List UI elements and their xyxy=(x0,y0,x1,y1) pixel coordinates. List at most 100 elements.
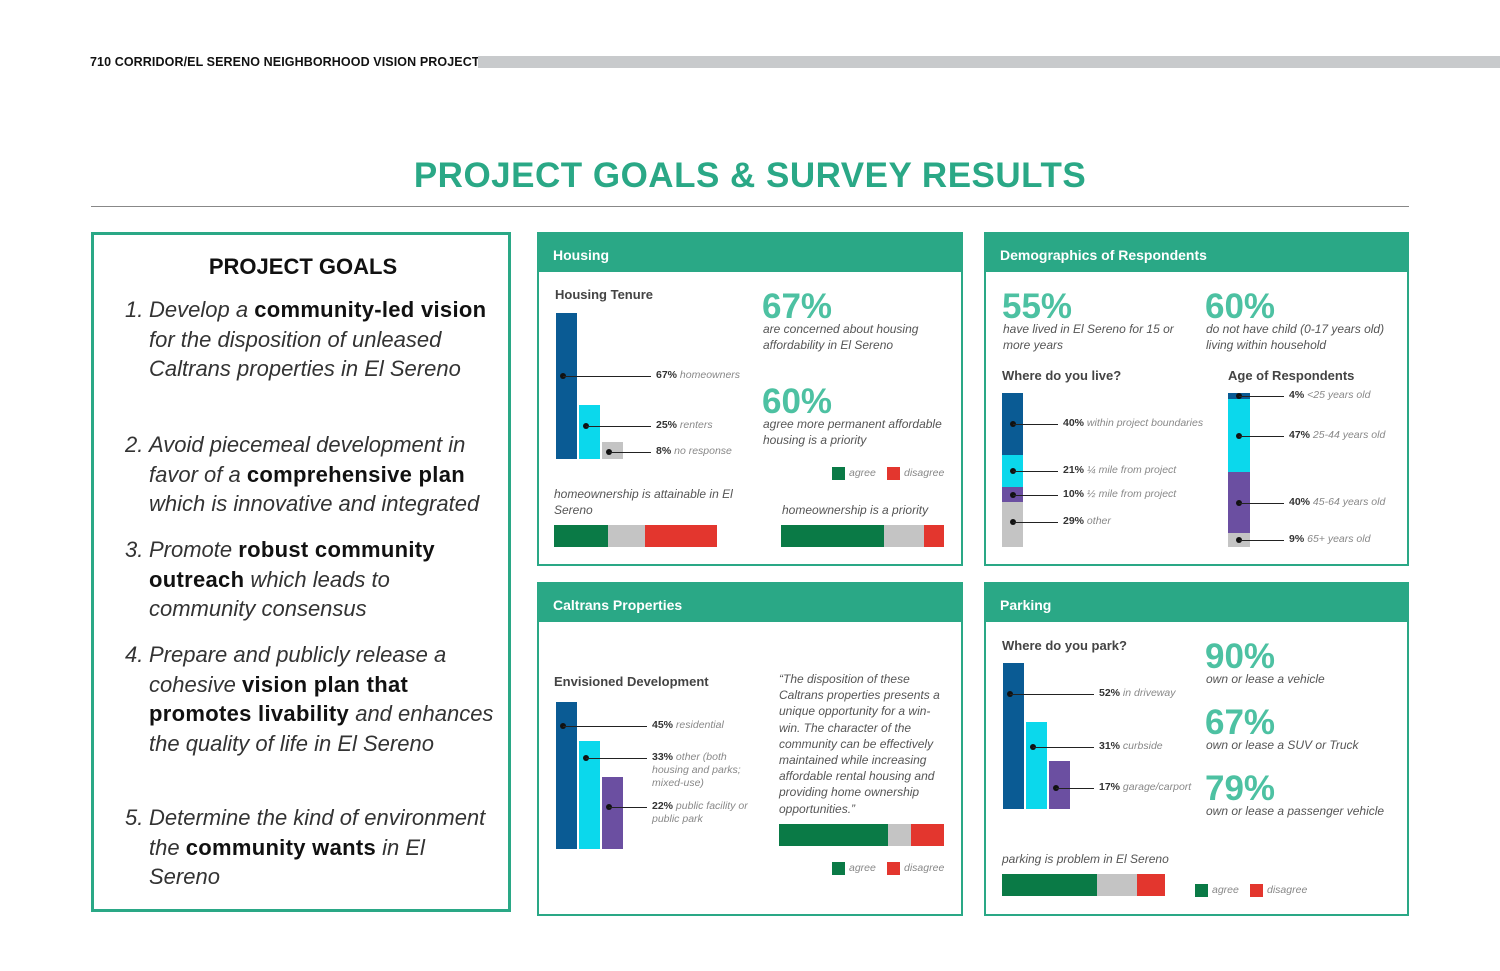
goal-item: 4. Prepare and publicly release a cohesiv… xyxy=(125,640,497,758)
bar-category: in driveway xyxy=(1120,687,1176,699)
leader-line xyxy=(609,807,647,808)
bar-label: 52% in driveway xyxy=(1099,687,1175,699)
bar-category: residential xyxy=(673,719,724,731)
stacked-segment-disagree xyxy=(645,525,717,547)
homeownership-priority-label: homeownership is a priority xyxy=(782,503,929,517)
goal-emphasis: comprehensive plan xyxy=(246,461,465,487)
housing-tenure-title: Housing Tenure xyxy=(555,287,653,302)
bar-category: ¼ mile from project xyxy=(1084,464,1177,476)
bar-renters xyxy=(579,404,600,459)
parking-stat-2-value: 67% xyxy=(1205,703,1276,742)
bar-residential xyxy=(556,702,577,849)
legend-disagree-swatch xyxy=(887,467,900,480)
bar-label: 22% public facility or public park xyxy=(652,800,762,826)
bar-category: renters xyxy=(677,419,713,431)
legend-disagree-label: disagree xyxy=(1267,884,1308,896)
bar-value: 21% xyxy=(1063,464,1085,476)
bar-label: 45% residential xyxy=(652,719,762,732)
legend-agree-swatch xyxy=(1195,884,1208,897)
goal-text: Avoid piecemeal development in favor of … xyxy=(125,430,497,519)
stacked-segment-neutral xyxy=(887,824,911,846)
goal-phrase: Develop a xyxy=(149,297,255,322)
bar-value: 67% xyxy=(656,369,678,381)
goal-number: 2. xyxy=(125,432,144,457)
project-goals-box xyxy=(91,232,511,912)
caltrans-panel-title: Caltrans Properties xyxy=(539,584,961,622)
stacked-segment-neutral xyxy=(607,525,646,547)
project-goals-heading: PROJECT GOALS xyxy=(208,254,398,279)
leader-line xyxy=(1239,503,1284,504)
bar-value: 8% xyxy=(656,445,672,457)
stacked-segment-agree xyxy=(781,525,884,547)
bar-value: 17% xyxy=(1099,781,1121,793)
header-bar xyxy=(478,56,1500,68)
bar-homeowners xyxy=(556,312,577,459)
bar-public xyxy=(602,777,623,849)
goal-phrase: Determine the kind of environment the xyxy=(149,805,486,860)
legend-agree-swatch xyxy=(832,467,845,480)
goal-item: 3. Promote robust community outreach whic… xyxy=(125,535,497,624)
leader-line xyxy=(1012,522,1058,523)
caltrans-quote: “The disposition of these Caltrans prope… xyxy=(779,672,940,816)
legend-disagree-swatch xyxy=(1250,884,1263,897)
goal-emphasis: vision plan that promotes livability xyxy=(149,671,409,727)
bar-label: 67% homeowners xyxy=(656,369,740,381)
bar-category: public facility or public park xyxy=(652,800,748,825)
bar-category: garage/carport xyxy=(1120,781,1192,793)
goal-item: 5. Determine the kind of environment the … xyxy=(125,803,497,892)
demographics-panel: Demographics of Respondents xyxy=(984,232,1409,566)
bar-value: 52% xyxy=(1099,687,1121,699)
goal-text: Prepare and publicly release a cohesive … xyxy=(125,640,497,758)
housing-stat-2-value: 60% xyxy=(762,382,833,421)
legend-agree-label: agree xyxy=(849,862,876,874)
age-title: Age of Respondents xyxy=(1228,368,1355,383)
bar-value: 33% xyxy=(652,751,674,763)
bar-value: 22% xyxy=(652,800,674,812)
stacked-segment-neutral xyxy=(1096,874,1138,896)
bar-label: 8% no response xyxy=(656,445,732,457)
bar-label: 4% <25 years old xyxy=(1289,389,1370,401)
bar-label: 21% ¼ mile from project xyxy=(1063,464,1176,476)
housing-stat-1-value: 67% xyxy=(762,287,833,326)
bar-label: 33% other (both housing and parks; mixed… xyxy=(652,751,762,790)
bar-label: 40% within project boundaries xyxy=(1063,417,1203,429)
bar-value: 40% xyxy=(1063,417,1085,429)
leader-line xyxy=(1239,436,1284,437)
title-divider xyxy=(91,206,1409,207)
bar-category: no response xyxy=(671,445,732,457)
legend-agree-label: agree xyxy=(1212,884,1239,896)
goal-emphasis: community wants xyxy=(185,834,377,860)
leader-line xyxy=(1239,396,1284,397)
demographics-stat-2-caption: do not have child (0-17 years old) livin… xyxy=(1206,322,1385,352)
where-park-title: Where do you park? xyxy=(1002,638,1127,653)
leader-line xyxy=(1033,747,1094,748)
bar-in xyxy=(1003,663,1024,809)
demographics-stat-1-caption: have lived in El Sereno for 15 or more y… xyxy=(1003,322,1174,352)
leader-line xyxy=(1056,788,1094,789)
goal-text: Determine the kind of environment the co… xyxy=(125,803,497,892)
goal-phrase: which leads to community consensus xyxy=(149,566,390,622)
housing-panel: Housing xyxy=(537,232,963,566)
bar-category: homeowners xyxy=(677,369,741,381)
legend-agree-swatch xyxy=(832,862,845,875)
bar-value: 4% xyxy=(1289,389,1305,401)
stacked-segment-agree xyxy=(779,824,888,846)
parking-stat-1-value: 90% xyxy=(1205,637,1276,676)
bar-value: 25% xyxy=(656,419,678,431)
bar-label: 31% curbside xyxy=(1099,740,1163,752)
stacked-segment-disagree xyxy=(924,525,944,547)
demographics-panel-title: Demographics of Respondents xyxy=(986,234,1407,272)
stacked-segment-disagree xyxy=(1137,874,1165,896)
goal-item: 1. Develop a community-led vision for the… xyxy=(125,295,497,384)
leader-line xyxy=(1012,471,1058,472)
bar-label: 29% other xyxy=(1063,515,1111,527)
bar-category: 45-64 years old xyxy=(1310,496,1386,508)
bar-value: 47% xyxy=(1289,429,1311,441)
parking-problem-label: parking is problem in El Sereno xyxy=(1002,852,1169,866)
leader-line xyxy=(1010,694,1094,695)
page-title: PROJECT GOALS & SURVEY RESULTS xyxy=(413,156,1087,195)
goal-number: 5. xyxy=(125,805,144,830)
where-live-title: Where do you live? xyxy=(1002,368,1122,383)
goal-text: Promote robust community outreach which … xyxy=(125,535,497,624)
bar-category: curbside xyxy=(1120,740,1163,752)
